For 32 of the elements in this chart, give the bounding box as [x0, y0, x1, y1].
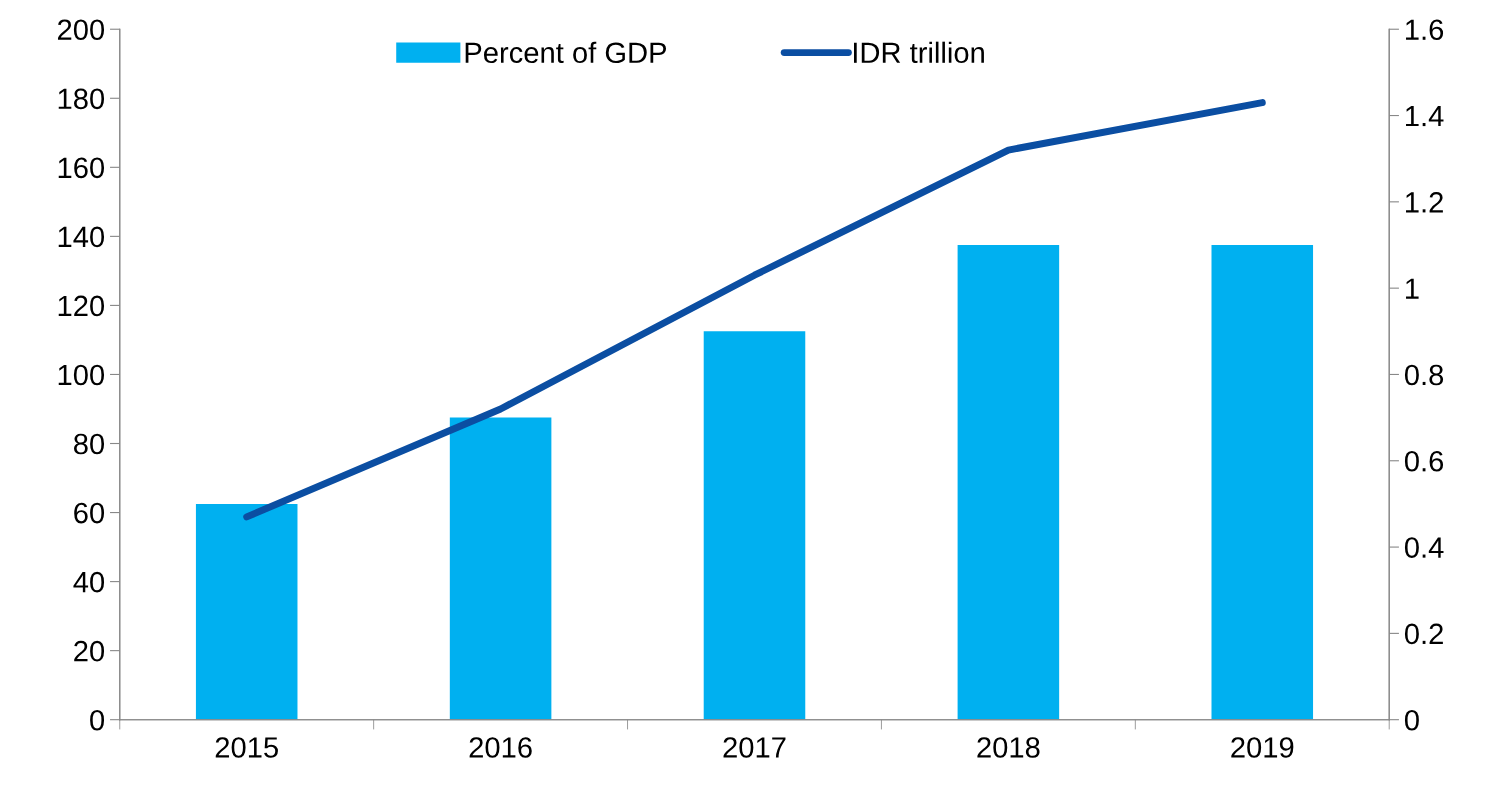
y2-tick-label: 1: [1406, 278, 1419, 299]
y-tick-label: 100: [58, 364, 105, 386]
bar: [1211, 245, 1314, 720]
y2-tick-label: 0.6: [1404, 450, 1444, 472]
x-tick-label: 2019: [1231, 737, 1294, 758]
y-tick-label: 120: [58, 295, 105, 317]
y2-tick-label: 0: [1404, 709, 1419, 731]
y-tick-label: 160: [58, 157, 105, 179]
y2-tick-label: 0.4: [1404, 537, 1444, 558]
y-tick-label: 200: [57, 19, 105, 41]
y2-tick-label: 0.8: [1404, 364, 1444, 386]
x-tick-label: 2015: [215, 737, 278, 758]
y2-tick-label: 1.2: [1406, 192, 1443, 213]
x-tick-label: 2017: [723, 737, 786, 758]
y-tick-label: 0: [90, 709, 105, 731]
bar: [703, 331, 806, 720]
bar: [449, 417, 552, 720]
y2-tick-label: 0.2: [1404, 623, 1443, 645]
y-tick-label: 20: [74, 640, 105, 662]
y-tick-label: 140: [58, 226, 105, 248]
bar: [957, 245, 1060, 720]
legend-label: IDR trillion: [853, 41, 984, 64]
x-tick-label: 2016: [469, 737, 532, 758]
y-tick-label: 60: [74, 502, 105, 524]
y2-tick-label: 1.6: [1406, 19, 1444, 41]
y-tick-label: 80: [74, 433, 105, 455]
y2-tick-label: 1.4: [1406, 106, 1444, 127]
y-tick-label: 180: [58, 88, 105, 110]
y-tick-label: 40: [73, 571, 105, 593]
x-tick-label: 2018: [977, 737, 1040, 758]
legend-label: Percent of GDP: [465, 41, 667, 64]
bar: [195, 503, 298, 720]
